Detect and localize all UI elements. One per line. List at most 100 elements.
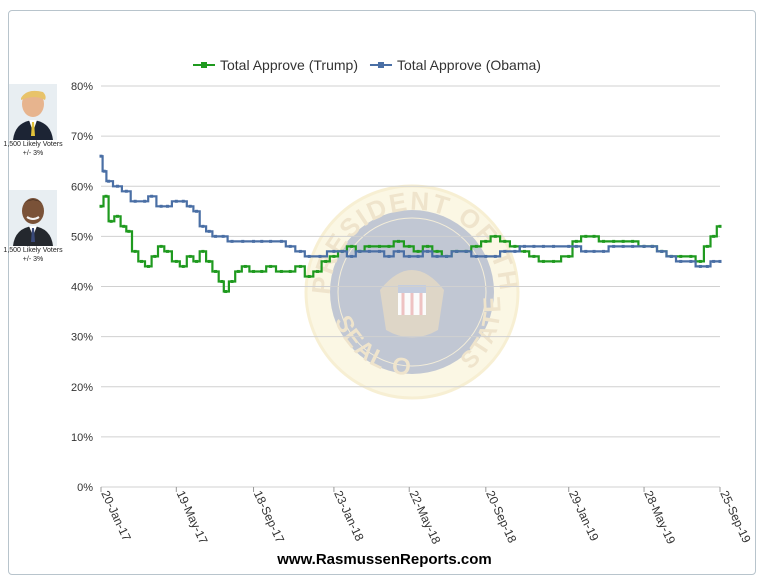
x-axis: 20-Jan-17 19-May-17 18-Sep-17 23-Jan-18 22-M… <box>98 487 754 547</box>
x-tick-label: 23-Jan-18 <box>331 488 367 543</box>
trump-data-point <box>631 239 635 243</box>
trump-data-point <box>153 254 157 258</box>
trump-data-point <box>377 244 381 248</box>
trump-data-point <box>181 264 185 268</box>
trump-data-point <box>109 219 113 223</box>
obama-data-point <box>464 249 468 253</box>
obama-data-point <box>445 254 449 258</box>
legend-item-obama[interactable]: Total Approve (Obama) <box>369 57 541 73</box>
trump-data-point <box>104 194 108 198</box>
obama-data-point <box>340 249 344 253</box>
trump-data-point <box>387 244 391 248</box>
trump-data-point <box>718 224 722 228</box>
obama-data-point <box>387 254 391 258</box>
trump-data-point <box>612 239 616 243</box>
site-url[interactable]: www.RasmussenReports.com <box>277 551 492 568</box>
trump-data-point <box>230 279 234 283</box>
obama-data-point <box>612 244 616 248</box>
obama-data-point <box>532 244 536 248</box>
obama-data-point <box>584 249 588 253</box>
legend[interactable]: Total Approve (Trump) Total Approve (Obam… <box>193 57 541 73</box>
trump-data-point <box>195 259 199 263</box>
obama-data-point <box>712 259 716 263</box>
obama-data-point <box>484 254 488 258</box>
trump-data-point <box>127 229 131 233</box>
obama-data-point <box>592 249 596 253</box>
y-tick-label: 10% <box>71 432 93 444</box>
trump-data-point <box>602 239 606 243</box>
legend-item-trump[interactable]: Total Approve (Trump) <box>193 57 358 73</box>
obama-data-point <box>165 204 169 208</box>
obama-data-point <box>513 249 517 253</box>
y-tick-label: 50% <box>71 231 93 243</box>
y-tick-label: 40% <box>71 282 93 294</box>
obama-data-point <box>377 249 381 253</box>
trump-voters-label: 1,500 Likely Voters <box>3 141 63 148</box>
obama-data-point <box>143 199 147 203</box>
trump-data-point <box>532 254 536 258</box>
obama-data-point <box>602 249 606 253</box>
obama-margin-label: +/- 3% <box>22 256 44 263</box>
trump-data-point <box>122 224 126 228</box>
y-tick-label: 60% <box>71 181 93 193</box>
obama-data-point <box>426 249 430 253</box>
trump-data-point <box>252 269 256 273</box>
trump-data-point <box>236 269 240 273</box>
trump-data-point <box>220 279 224 283</box>
trump-data-point <box>332 254 336 258</box>
trump-data-point <box>567 254 571 258</box>
trump-data-point <box>165 249 169 253</box>
y-tick-label: 30% <box>71 332 93 344</box>
trump-data-point <box>484 239 488 243</box>
obama-data-point <box>318 254 322 258</box>
trump-portrait <box>9 84 57 140</box>
legend-label: Total Approve (Obama) <box>397 57 541 73</box>
trump-data-point <box>541 259 545 263</box>
y-tick-label: 20% <box>71 382 93 394</box>
obama-data-point <box>230 239 234 243</box>
grid-lines <box>101 85 720 488</box>
obama-data-point <box>195 209 199 213</box>
obama-data-point <box>552 244 556 248</box>
obama-data-point <box>493 254 497 258</box>
trump-data-point <box>207 259 211 263</box>
trump-data-point <box>621 239 625 243</box>
obama-data-point <box>474 254 478 258</box>
legend-marker <box>201 62 207 68</box>
trump-data-point <box>133 249 137 253</box>
obama-data-point <box>279 239 283 243</box>
trump-data-point <box>407 244 411 248</box>
obama-data-point <box>689 259 693 263</box>
obama-data-point <box>124 189 128 193</box>
trump-panel: 1,500 Likely Voters +/- 3% <box>0 84 66 158</box>
obama-data-point <box>214 234 218 238</box>
obama-data-point <box>332 249 336 253</box>
trump-data-point <box>416 249 420 253</box>
obama-data-point <box>416 254 420 258</box>
trump-data-point <box>367 244 371 248</box>
obama-data-point <box>522 244 526 248</box>
trump-data-point <box>279 269 283 273</box>
trump-data-point <box>592 234 596 238</box>
trump-data-point <box>159 244 163 248</box>
obama-data-point <box>396 249 400 253</box>
obama-data-point <box>207 229 211 233</box>
trump-margin-label: +/- 3% <box>22 150 44 157</box>
legend-marker <box>377 62 384 68</box>
trump-data-point <box>99 204 103 208</box>
obama-data-point <box>107 179 111 183</box>
trump-data-point <box>269 264 273 268</box>
trump-data-point <box>315 269 319 273</box>
obama-data-point <box>435 254 439 258</box>
trump-data-point <box>679 254 683 258</box>
obama-data-point <box>181 199 185 203</box>
trump-data-point <box>474 244 478 248</box>
obama-data-point <box>307 254 311 258</box>
obama-data-point <box>159 204 163 208</box>
obama-data-point <box>201 224 205 228</box>
trump-data-point <box>689 254 693 258</box>
y-tick-label: 80% <box>71 81 93 93</box>
x-tick-label: 19-May-17 <box>174 488 211 546</box>
legend-label: Total Approve (Trump) <box>220 57 358 73</box>
